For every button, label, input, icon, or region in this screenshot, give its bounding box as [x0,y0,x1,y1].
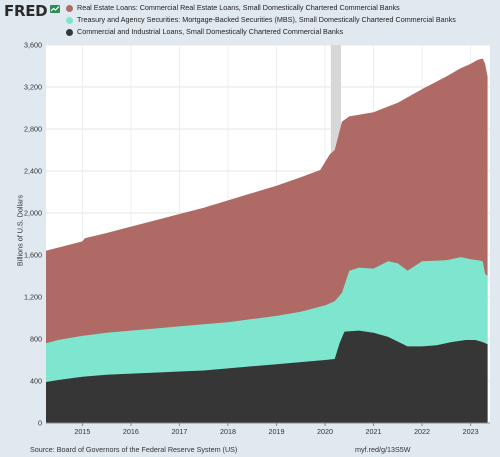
x-tick-label: 2018 [220,427,236,436]
x-tick-label: 2019 [268,427,284,436]
y-tick-label: 2,400 [24,167,42,176]
y-tick-label: 3,600 [24,41,42,50]
y-tick-label: 1,200 [24,293,42,302]
x-tick-label: 2020 [317,427,333,436]
legend-swatch-ci-loans [66,28,73,36]
legend-item-real-estate: Real Estate Loans: Commercial Real Estat… [66,2,456,14]
y-tick-label: 3,200 [24,83,42,92]
legend-swatch-real-estate [66,4,73,12]
x-tick-label: 2016 [123,427,139,436]
short-url[interactable]: myf.red/g/13S5W [355,445,411,454]
legend-label-ci-loans: Commercial and Industrial Loans, Small D… [77,27,344,36]
y-tick-label: 0 [38,419,42,428]
y-tick-label: 800 [30,335,42,344]
x-tick-label: 2015 [74,427,90,436]
source-note: Source: Board of Governors of the Federa… [30,445,238,454]
y-tick-label: 400 [30,377,42,386]
series-area-2 [46,330,488,423]
legend-label-real-estate: Real Estate Loans: Commercial Real Estat… [77,3,400,12]
x-tick-label: 2017 [171,427,187,436]
legend-item-mbs: Treasury and Agency Securities: Mortgage… [66,14,456,26]
y-tick-label: 2,000 [24,209,42,218]
x-tick-label: 2023 [463,427,479,436]
chart-legend: Real Estate Loans: Commercial Real Estat… [66,2,456,38]
legend-label-mbs: Treasury and Agency Securities: Mortgage… [77,15,456,24]
fred-logo: FRED [4,2,48,20]
x-tick-label: 2021 [366,427,382,436]
fred-logo-chart-icon [50,5,60,13]
legend-swatch-mbs [66,16,73,24]
y-tick-label: 1,600 [24,251,42,260]
x-tick-label: 2022 [414,427,430,436]
y-tick-label: 2,800 [24,125,42,134]
legend-item-ci-loans: Commercial and Industrial Loans, Small D… [66,26,456,38]
